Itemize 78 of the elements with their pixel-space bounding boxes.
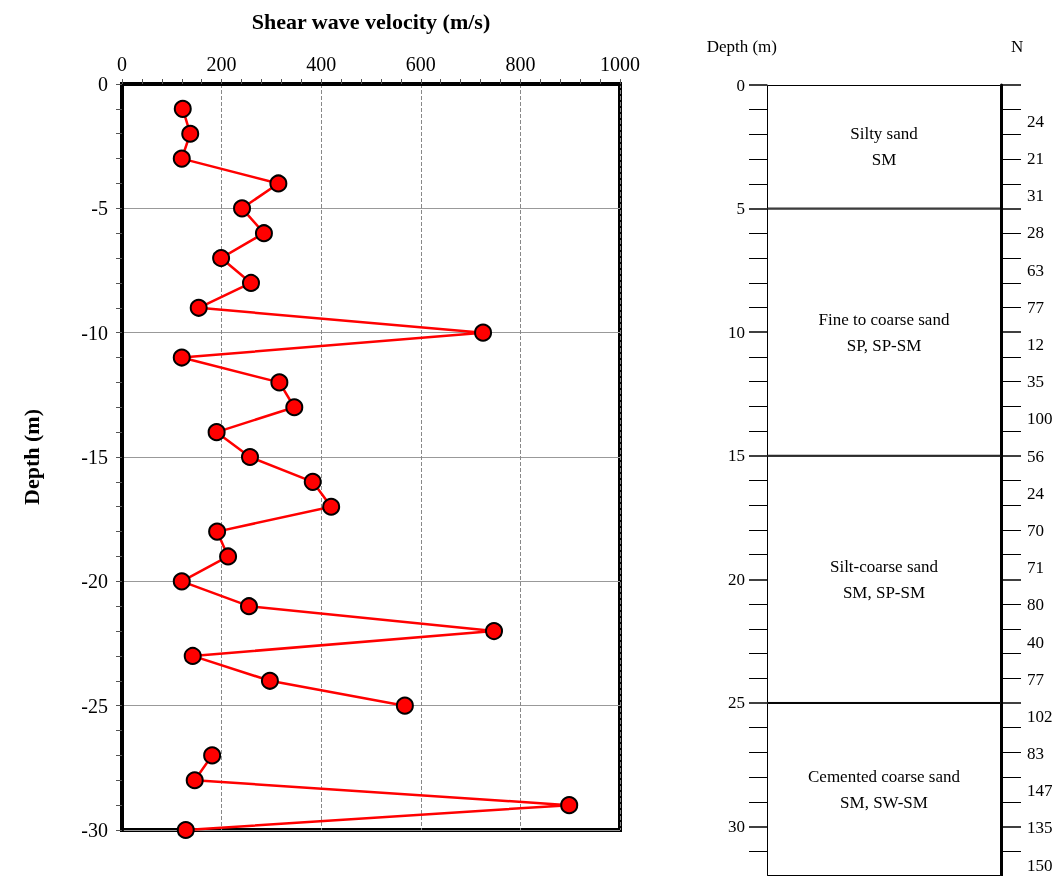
point: [172, 348, 191, 367]
point: [303, 472, 322, 491]
y-axis-title: Depth (m): [18, 409, 44, 505]
y-tick-label: 5: [736, 199, 745, 219]
x-tick-label: 200: [206, 53, 237, 75]
text: 24: [1027, 483, 1045, 503]
text: 147: [1027, 781, 1053, 801]
text: 12: [1027, 335, 1044, 355]
text: 24: [1027, 111, 1045, 131]
text: 28: [1027, 223, 1044, 243]
text: 83: [1027, 744, 1044, 764]
y-tick-label: 10: [728, 322, 745, 342]
point: [560, 796, 579, 815]
point: [242, 273, 260, 292]
text: 102: [1027, 706, 1053, 726]
text: 70: [1027, 520, 1044, 540]
point: [240, 597, 258, 616]
y-tick-label: 20: [728, 569, 745, 589]
text: 40: [1027, 632, 1044, 652]
y-tick-label: -30: [81, 819, 108, 841]
y-tick-label: 25: [728, 693, 745, 713]
text: 31: [1027, 186, 1044, 206]
point: [176, 821, 195, 839]
point: [270, 373, 289, 392]
point: [485, 622, 504, 641]
series-label: Fine to coarse sand SP, SP-SM: [818, 309, 950, 355]
point: [185, 771, 204, 790]
point: [474, 323, 493, 342]
y2-axis-title: N: [1011, 37, 1024, 56]
point: [241, 448, 259, 466]
point: [285, 398, 304, 417]
text: 35: [1027, 372, 1044, 392]
point: [219, 547, 238, 566]
text: 77: [1027, 669, 1045, 689]
y-tick-label: -20: [81, 570, 108, 593]
y-tick-label: 15: [728, 446, 745, 466]
series-label: Silt-coarse sand SM, SP-SM: [829, 556, 939, 602]
text: 71: [1027, 558, 1044, 578]
point: [233, 199, 252, 218]
series-label: Cemented coarse sand SM, SW-SM: [808, 766, 961, 812]
text: 56: [1027, 446, 1044, 466]
text: 135: [1027, 818, 1053, 838]
x-tick-label: 0: [117, 53, 127, 75]
point: [172, 572, 191, 591]
y-tick-label: 30: [728, 817, 745, 837]
y-axis-title: Depth (m): [706, 37, 777, 56]
point: [395, 696, 414, 715]
x-axis-title: Shear wave velocity (m/s): [251, 8, 491, 34]
point: [183, 646, 202, 665]
point: [173, 99, 192, 118]
y-tick-label: -25: [81, 694, 108, 717]
point: [172, 149, 191, 168]
point: [208, 522, 227, 541]
x-tick-label: 1000: [600, 53, 640, 75]
text: 80: [1027, 595, 1044, 615]
point: [212, 249, 231, 268]
text: 77: [1027, 297, 1045, 317]
x-tick-label: 800: [505, 53, 536, 75]
text: 21: [1027, 149, 1044, 169]
point: [254, 224, 273, 243]
point: [322, 497, 341, 516]
x-tick-label: 400: [306, 53, 337, 75]
point: [203, 746, 222, 765]
y-tick-label: -5: [91, 197, 108, 220]
point: [269, 174, 288, 193]
point: [260, 671, 279, 690]
y-tick-label: 0: [736, 75, 745, 95]
text: 100: [1027, 409, 1053, 429]
y-tick-label: -10: [81, 321, 108, 344]
text: 63: [1027, 260, 1044, 280]
point: [181, 124, 200, 143]
y-tick-label: 0: [98, 73, 108, 95]
series-label: Silty sand SM: [850, 124, 919, 170]
x-tick-label: 600: [405, 53, 436, 75]
point: [207, 423, 226, 442]
point: [189, 298, 208, 317]
text: 150: [1027, 855, 1053, 875]
y-tick-label: -15: [81, 446, 108, 468]
